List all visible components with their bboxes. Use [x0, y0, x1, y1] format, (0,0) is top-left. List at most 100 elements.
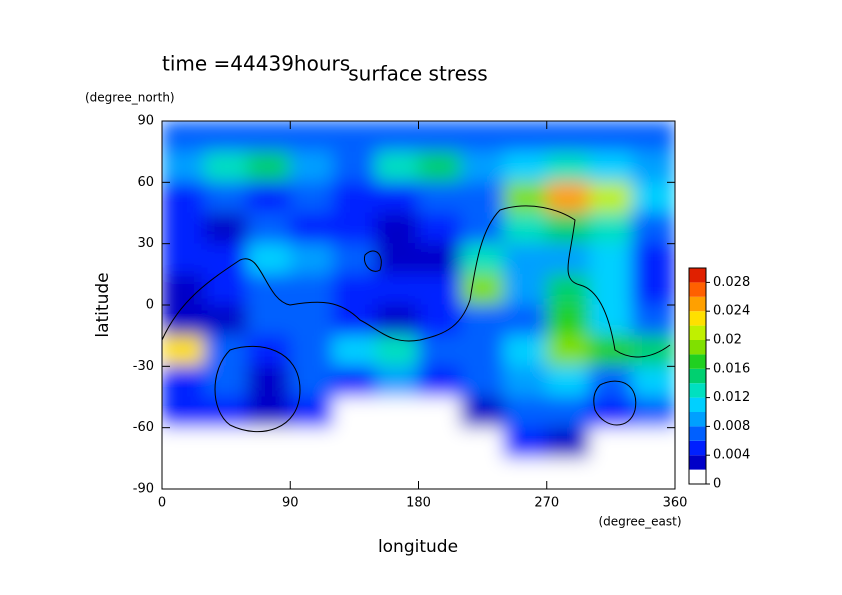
field-cell [162, 243, 206, 275]
field-cell [418, 121, 462, 153]
y-tick-label: -60 [133, 420, 154, 435]
field-cell [589, 273, 633, 306]
colorbar-swatch [689, 311, 706, 326]
field-cell [162, 151, 206, 183]
field-cell [418, 212, 462, 245]
field-cell [332, 335, 377, 367]
field-cell [162, 212, 206, 245]
colorbar-swatch [689, 426, 706, 441]
field-cell [332, 181, 377, 214]
field-cell [162, 365, 206, 398]
field-cell [546, 151, 590, 183]
field-cell [289, 427, 334, 459]
field-cell [460, 304, 505, 337]
field-cell [375, 457, 419, 489]
colorbar-swatch [689, 296, 706, 312]
field-cell [204, 121, 248, 153]
field-cell [546, 396, 590, 429]
field-cell [332, 212, 377, 245]
field-cell [460, 212, 505, 245]
field-cell [332, 151, 377, 183]
field-cell [204, 396, 248, 429]
field-cell [247, 304, 291, 337]
field-cell [546, 121, 590, 153]
field-cell [631, 181, 675, 214]
field-cell [375, 121, 419, 153]
field-cell [375, 243, 419, 275]
field-cell [375, 273, 419, 306]
field-cell [631, 427, 675, 459]
colorbar-tick-label: 0.02 [713, 333, 742, 348]
field-cell [289, 121, 334, 153]
field-cell [418, 243, 462, 275]
field-cell [460, 151, 505, 183]
x-tick-label: 90 [282, 496, 299, 511]
y-tick-label: 90 [137, 114, 154, 129]
field-cell [375, 181, 419, 214]
field-cell [631, 273, 675, 306]
field-cell [162, 304, 206, 337]
field-cell [375, 396, 419, 429]
field-cell [247, 365, 291, 398]
field-cell [162, 427, 206, 459]
field-cell [204, 212, 248, 245]
field-cell [503, 212, 548, 245]
field-cell [375, 365, 419, 398]
field-cell [631, 243, 675, 275]
colorbar-swatch [689, 383, 706, 398]
x-axis-label: longitude [378, 537, 458, 557]
colorbar-swatch [689, 368, 706, 384]
field-cell [289, 181, 334, 214]
field-cell [631, 151, 675, 183]
colorbar-swatch [689, 340, 706, 355]
field-cell [204, 151, 248, 183]
subtitle: time =44439hours [162, 52, 350, 76]
field-cell [204, 335, 248, 367]
field-cell [631, 365, 675, 398]
field-cell [247, 427, 291, 459]
y-axis-label: latitude [93, 272, 113, 337]
field-cell [631, 304, 675, 337]
field-cell [247, 243, 291, 275]
field-cell [631, 335, 675, 367]
x-unit: (degree_east) [598, 515, 681, 529]
field-cell [247, 212, 291, 245]
field-cell [418, 304, 462, 337]
field-cell [546, 457, 590, 489]
y-tick-label: 0 [146, 298, 154, 313]
colorbar-swatch [689, 397, 706, 412]
x-tick-label: 180 [406, 496, 431, 511]
field-cell [503, 365, 548, 398]
y-tick-label: 60 [137, 175, 154, 190]
field-cell [503, 273, 548, 306]
field-cell [162, 121, 206, 153]
colorbar-tick-label: 0.012 [713, 390, 750, 405]
field-cell [546, 212, 590, 245]
field-cell [375, 212, 419, 245]
colorbar-swatch [689, 440, 706, 456]
field-cell [631, 396, 675, 429]
field-cell [418, 151, 462, 183]
field-cell [418, 365, 462, 398]
field-cell [247, 335, 291, 367]
field-cell [503, 243, 548, 275]
colorbar-swatch [689, 268, 706, 283]
field-cell [204, 365, 248, 398]
field-cell [332, 273, 377, 306]
field-cell [204, 273, 248, 306]
colorbar-tick-label: 0.028 [713, 275, 750, 290]
field-cell [418, 181, 462, 214]
field-cell [589, 427, 633, 459]
y-tick-label: -30 [133, 359, 154, 374]
field-cell [162, 181, 206, 214]
colorbar-tick-label: 0.024 [713, 304, 750, 319]
field-cell [375, 304, 419, 337]
x-tick-label: 0 [158, 496, 166, 511]
field-cell [503, 396, 548, 429]
x-tick-label: 270 [534, 496, 559, 511]
x-tick-label: 360 [663, 496, 688, 511]
field-cell [460, 335, 505, 367]
field-cell [546, 335, 590, 367]
field-cell [289, 457, 334, 489]
colorbar-tick-label: 0.004 [713, 448, 750, 463]
